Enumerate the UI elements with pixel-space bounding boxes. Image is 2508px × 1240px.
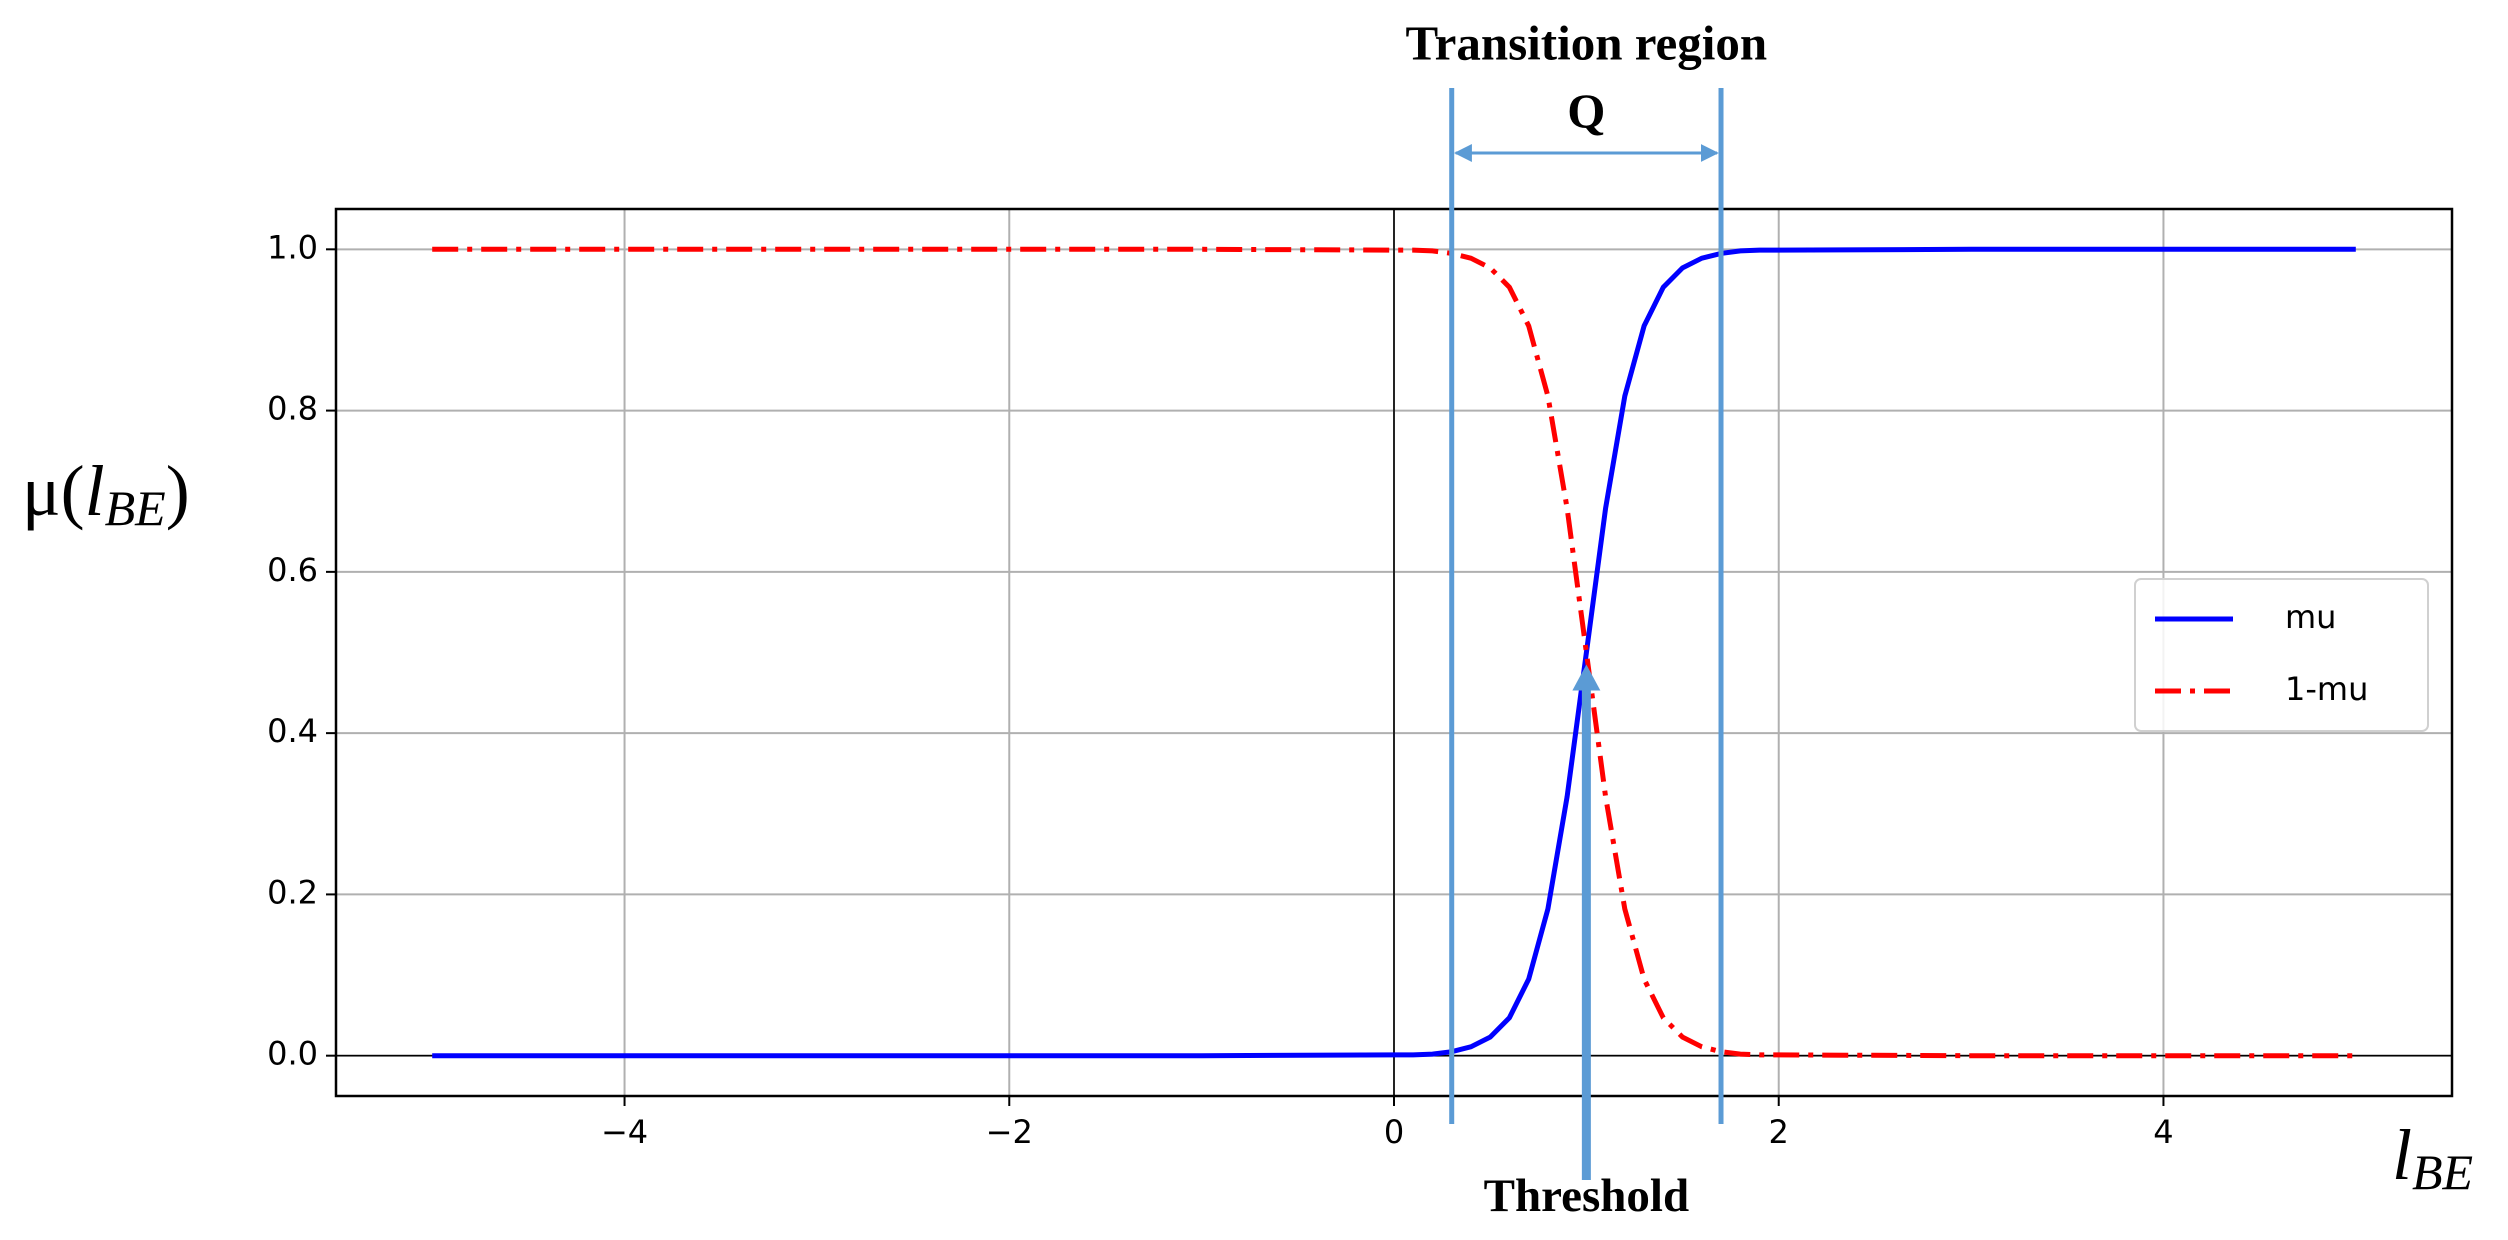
x-tick-label: 4 [2153,1113,2173,1151]
x-axis-label: lBE [2392,1115,2473,1201]
series-line [432,246,2356,1059]
y-tick-label: 0.6 [267,551,318,589]
legend-box [2134,578,2429,732]
legend-label: 1-mu [2285,670,2368,708]
y-axis-label-part: l [85,451,105,531]
x-tick-label: 2 [1769,1113,1789,1151]
y-tick-label: 1.0 [267,228,318,266]
threshold-label: Threshold [1484,1170,1690,1222]
plot-frame [334,207,2454,1098]
transition-label: Transition region [1406,15,1768,70]
threshold-arrowhead [1572,664,1601,691]
y-tick-label: 0.4 [267,712,318,750]
x-axis-label-part: BE [2412,1144,2473,1200]
x-tick-label: −2 [986,1113,1033,1151]
y-axis-label-part: BE [105,480,166,536]
y-axis-label: μ(lBE) [22,451,190,537]
x-axis-label-part: l [2392,1115,2412,1195]
legend-label: mu [2285,598,2336,636]
y-tick-label: 0.8 [267,390,318,428]
series-line [432,246,2356,1059]
width-label: Q [1567,83,1605,138]
y-tick-label: 0.2 [267,873,318,911]
y-axis-label-part: μ( [22,451,85,531]
x-tick-label: 0 [1384,1113,1404,1151]
x-tick-label: −4 [601,1113,648,1151]
y-tick-label: 0.0 [267,1035,318,1073]
y-axis-label-part: ) [166,451,190,531]
